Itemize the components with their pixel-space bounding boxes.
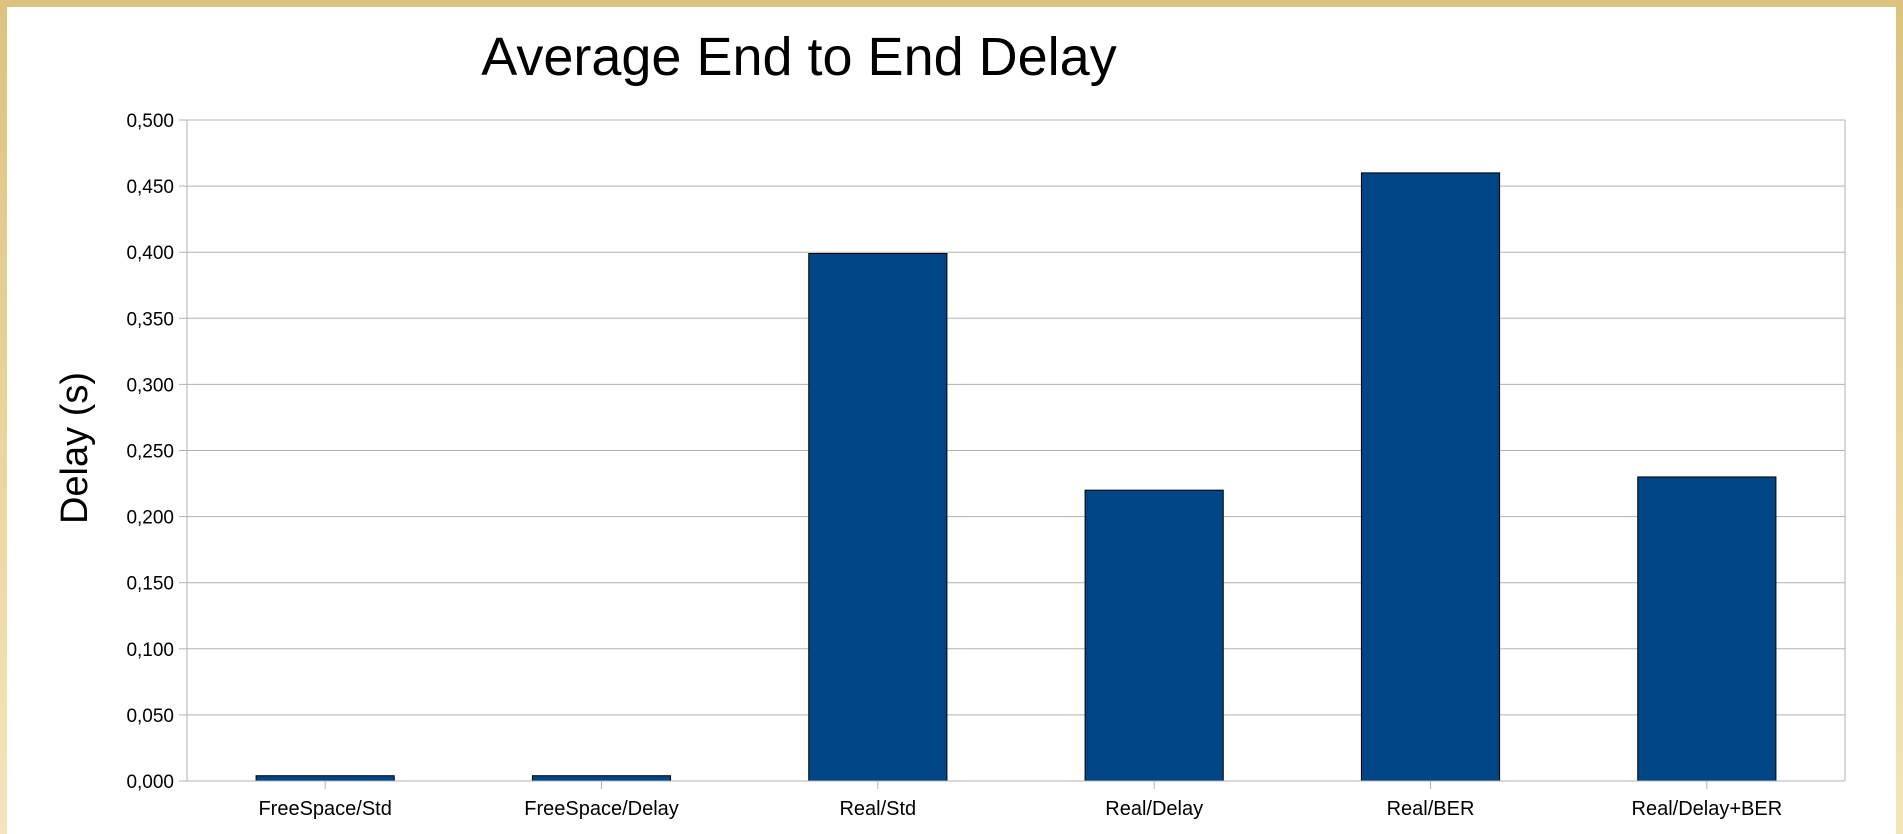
axes <box>179 119 1846 789</box>
y-tick-label: 0,100 <box>126 640 174 661</box>
bar <box>255 775 395 782</box>
bar <box>1360 172 1501 782</box>
y-tick-label: 0,400 <box>126 243 174 264</box>
y-tick-label: 0,050 <box>126 706 174 727</box>
y-axis-label: Delay (s) <box>54 372 96 524</box>
y-tick-label: 0,300 <box>126 375 174 396</box>
x-category-label: Real/BER <box>1387 798 1475 820</box>
bar-chart: Average End to End Delay Delay (s) 0,000… <box>54 27 1846 820</box>
x-category-label: FreeSpace/Std <box>258 798 391 820</box>
bar <box>531 775 672 782</box>
bars <box>255 172 1777 782</box>
y-tick-label: 0,000 <box>126 772 174 793</box>
y-tick-label: 0,150 <box>126 574 174 595</box>
x-category-label: Real/Delay <box>1105 798 1203 820</box>
y-tick-label: 0,250 <box>126 442 174 463</box>
gridlines <box>187 119 1845 782</box>
x-category-label: FreeSpace/Delay <box>524 798 679 820</box>
chart-title: Average End to End Delay <box>481 27 1116 87</box>
y-tick-label: 0,500 <box>126 111 174 132</box>
x-category-label: Real/Std <box>839 798 916 820</box>
chart-frame: Average End to End Delay Delay (s) 0,000… <box>7 7 1896 834</box>
y-tick-label: 0,200 <box>126 508 174 529</box>
y-tick-label: 0,350 <box>126 309 174 330</box>
bar <box>1637 476 1777 782</box>
bar <box>808 253 948 782</box>
x-category-labels: FreeSpace/Std FreeSpace/Delay Real/Std Real… <box>258 798 1782 820</box>
y-tick-label: 0,450 <box>126 177 174 198</box>
y-tick-labels: 0,000 0,050 0,100 0,150 0,200 0,250 0,300 0,350… <box>126 111 174 793</box>
bar <box>1084 489 1224 782</box>
x-category-label: Real/Delay+BER <box>1632 798 1783 820</box>
